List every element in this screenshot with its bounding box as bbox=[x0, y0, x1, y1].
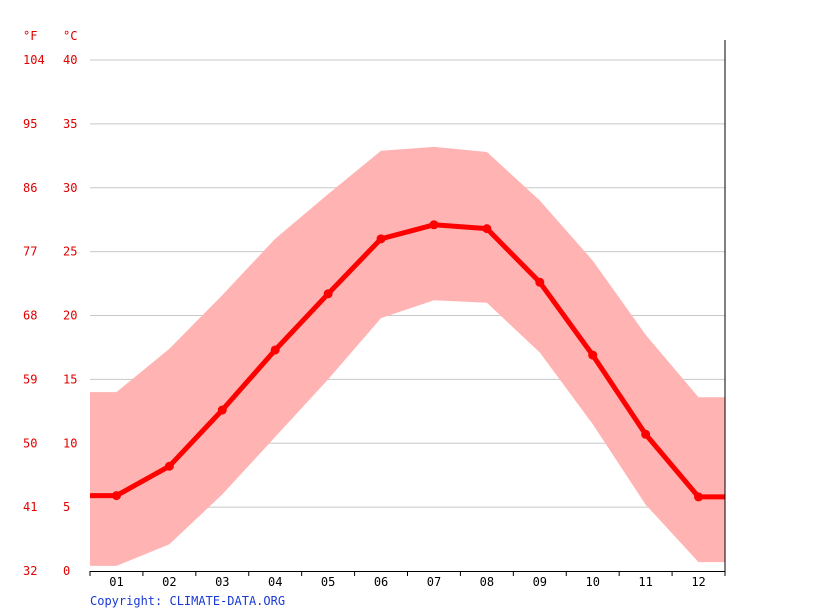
data-point bbox=[535, 277, 545, 287]
data-point bbox=[588, 350, 598, 360]
x-tick-label: 06 bbox=[374, 575, 388, 589]
fahrenheit-tick-label: 77 bbox=[23, 245, 37, 259]
data-points bbox=[111, 220, 704, 502]
x-tick-label: 11 bbox=[638, 575, 652, 589]
data-point bbox=[270, 345, 280, 355]
x-tick-label: 08 bbox=[480, 575, 494, 589]
fahrenheit-unit-label: °F bbox=[23, 29, 37, 43]
x-tick-label: 05 bbox=[321, 575, 335, 589]
y-axis-labels: 32 0 41 5 50 10 59 15 68 20 77 25 86 30 95 35 104 40 bbox=[23, 53, 77, 578]
celsius-tick-label: 20 bbox=[63, 309, 77, 323]
celsius-tick-label: 30 bbox=[63, 181, 77, 195]
data-point bbox=[641, 429, 651, 439]
x-tick-label: 01 bbox=[109, 575, 123, 589]
fahrenheit-tick-label: 104 bbox=[23, 53, 45, 67]
fahrenheit-tick-label: 32 bbox=[23, 564, 37, 578]
average-temperature-line bbox=[90, 222, 725, 500]
fahrenheit-tick-label: 68 bbox=[23, 309, 37, 323]
data-point bbox=[376, 234, 386, 244]
data-point bbox=[429, 220, 439, 230]
celsius-tick-label: 35 bbox=[63, 117, 77, 131]
celsius-tick-label: 5 bbox=[63, 500, 70, 514]
data-point bbox=[164, 461, 174, 471]
celsius-tick-label: 10 bbox=[63, 436, 77, 450]
celsius-tick-label: 25 bbox=[63, 245, 77, 259]
x-tick-label: 10 bbox=[585, 575, 599, 589]
fahrenheit-tick-label: 41 bbox=[23, 500, 37, 514]
data-point bbox=[111, 491, 121, 501]
data-point bbox=[323, 289, 333, 299]
x-tick-label: 02 bbox=[162, 575, 176, 589]
x-tick-label: 03 bbox=[215, 575, 229, 589]
x-tick-label: 09 bbox=[533, 575, 547, 589]
x-axis: 01 02 03 04 05 06 07 08 09 10 11 12 bbox=[89, 571, 726, 589]
data-point bbox=[482, 224, 492, 234]
celsius-unit-label: °C bbox=[63, 29, 77, 43]
celsius-tick-label: 40 bbox=[63, 53, 77, 67]
fahrenheit-tick-label: 95 bbox=[23, 117, 37, 131]
fahrenheit-tick-label: 86 bbox=[23, 181, 37, 195]
copyright-text: Copyright: CLIMATE-DATA.ORG bbox=[90, 594, 286, 608]
fahrenheit-tick-label: 50 bbox=[23, 436, 37, 450]
x-tick-label: 04 bbox=[268, 575, 282, 589]
fahrenheit-tick-label: 59 bbox=[23, 372, 37, 386]
data-point bbox=[694, 492, 704, 502]
celsius-tick-label: 0 bbox=[63, 564, 70, 578]
x-tick-label: 12 bbox=[691, 575, 705, 589]
temperature-range-band bbox=[90, 146, 725, 566]
data-point bbox=[217, 405, 227, 415]
celsius-tick-label: 15 bbox=[63, 372, 77, 386]
x-tick-label: 07 bbox=[427, 575, 441, 589]
